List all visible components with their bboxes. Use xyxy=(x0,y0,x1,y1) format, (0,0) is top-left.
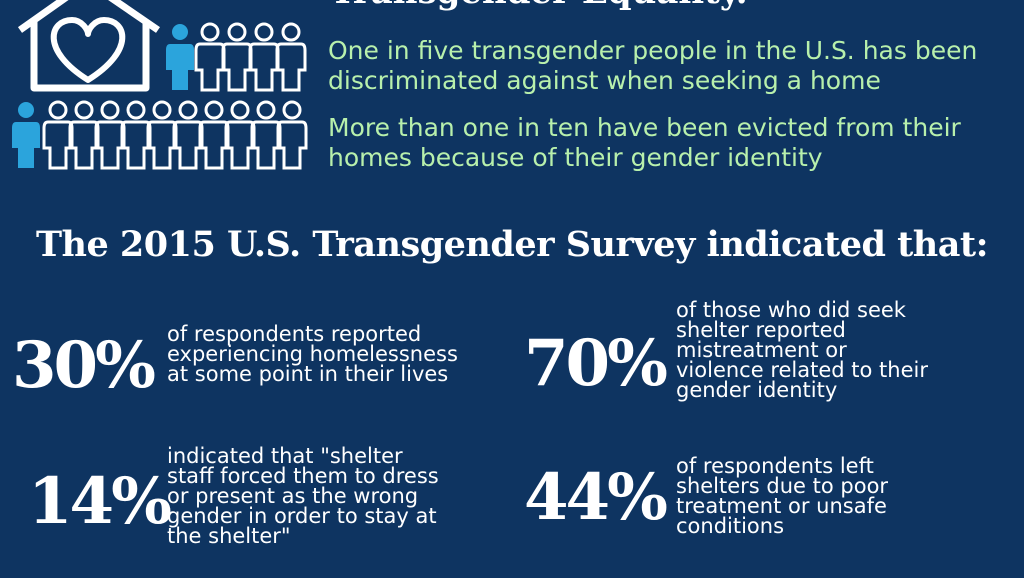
stat-percent: 14% xyxy=(28,464,172,539)
stat-text: of respondents reported experiencing hom… xyxy=(167,322,458,386)
fact: One in five transgender people in the U.… xyxy=(328,36,978,95)
fact: More than one in ten have been evicted f… xyxy=(328,113,961,172)
stat-text: of those who did seek shelter reported m… xyxy=(676,298,928,402)
survey-heading: The 2015 U.S. Transgender Survey indicat… xyxy=(35,224,989,265)
stat-text: of respondents left shelters due to poor… xyxy=(676,454,889,538)
title: Transgender Equality. xyxy=(330,0,748,12)
people-bottom xyxy=(12,100,308,170)
stat-percent: 70% xyxy=(524,326,668,401)
people-top xyxy=(166,22,307,92)
house-icon xyxy=(17,0,160,92)
stat-percent: 30% xyxy=(12,328,156,403)
icons xyxy=(12,0,308,170)
stat-percent: 44% xyxy=(524,460,668,535)
stat-text: indicated that "shelter staff forced the… xyxy=(167,444,439,548)
